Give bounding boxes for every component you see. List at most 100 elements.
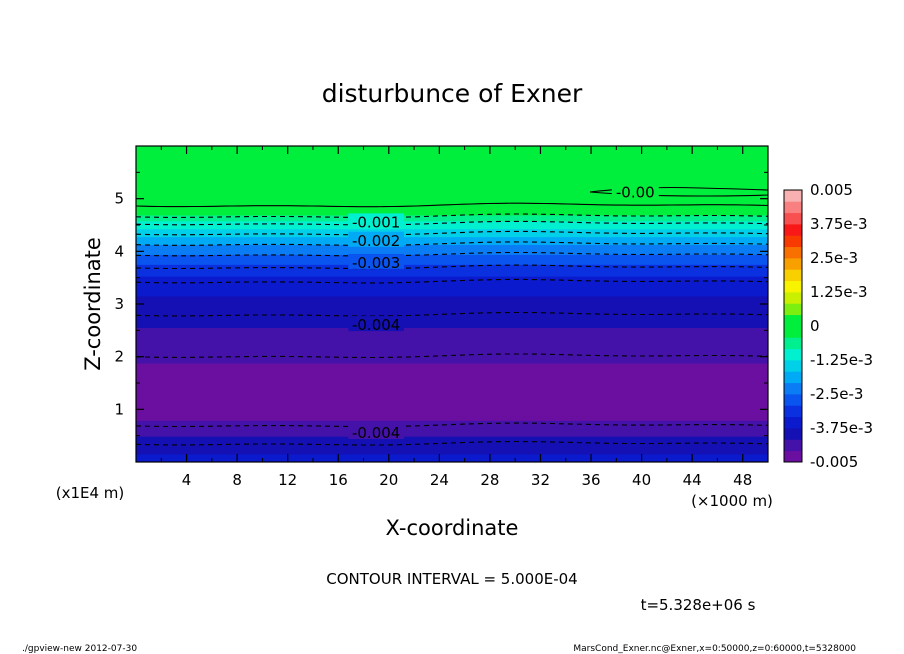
contour-line xyxy=(136,241,768,246)
contour-band xyxy=(136,153,768,157)
contour-band xyxy=(136,449,768,453)
contour-band xyxy=(136,341,768,344)
contour-band xyxy=(136,254,768,257)
contour-band xyxy=(136,274,768,277)
contour-band xyxy=(136,402,768,406)
plot-area xyxy=(136,146,768,462)
contour-lines xyxy=(136,186,768,446)
contour-band xyxy=(136,163,768,167)
contour-interval-note: CONTOUR INTERVAL = 5.000E-04 xyxy=(326,570,577,588)
contour-band xyxy=(136,228,768,232)
contour-band xyxy=(136,151,768,155)
contour-band xyxy=(136,169,768,172)
contour-band xyxy=(136,359,768,362)
contour-band xyxy=(136,345,768,348)
contour-band xyxy=(136,236,768,240)
contour-band xyxy=(136,149,768,153)
contour-band xyxy=(136,297,768,301)
contour-band xyxy=(136,380,768,384)
contour-band xyxy=(136,204,768,208)
contour-band xyxy=(136,287,768,291)
contour-line xyxy=(136,278,768,284)
y-tick-label: 4 xyxy=(114,242,124,260)
contour-band xyxy=(136,179,768,182)
contour-band xyxy=(136,333,768,336)
colorbar-segment xyxy=(784,212,802,225)
y-axis-title: Z-coordinate xyxy=(81,237,105,371)
contour-band xyxy=(136,167,768,170)
contour-band xyxy=(136,208,768,212)
x-tick-label: 28 xyxy=(480,471,499,489)
contour-band xyxy=(136,357,768,360)
contour-band xyxy=(136,339,768,342)
colorbar-segment xyxy=(784,450,802,463)
contour-label: -0.00 xyxy=(616,183,655,201)
colorbar-label: -2.5e-3 xyxy=(810,385,863,403)
contour-line xyxy=(136,353,768,359)
x-tick-label: 36 xyxy=(581,471,600,489)
contour-band xyxy=(136,422,768,425)
footer-right: MarsCond_Exner.nc@Exner,x=0:50000,z=0:60… xyxy=(573,644,856,654)
contour-band xyxy=(136,224,768,228)
contour-band xyxy=(136,455,768,459)
contour-label: -0.001 xyxy=(352,213,400,231)
contour-band xyxy=(136,396,768,400)
contour-band xyxy=(136,349,768,352)
contour-band xyxy=(136,295,768,299)
contour-band xyxy=(136,230,768,234)
contour-label-mask xyxy=(348,316,404,332)
contour-band xyxy=(136,210,768,214)
contour-band xyxy=(136,376,768,380)
contour-band xyxy=(136,234,768,238)
colorbar-segment xyxy=(784,235,802,248)
contour-band xyxy=(136,445,768,449)
contour-band xyxy=(136,238,768,242)
x-tick-label: 32 xyxy=(531,471,550,489)
contour-band xyxy=(136,428,768,431)
contour-band xyxy=(136,216,768,220)
contour-band xyxy=(136,173,768,176)
contour-line xyxy=(136,251,768,257)
colorbar-segment xyxy=(784,201,802,214)
contour-band xyxy=(136,351,768,354)
x-tick-label: 40 xyxy=(632,471,651,489)
contour-band xyxy=(136,438,768,441)
contour-band xyxy=(136,262,768,265)
x-tick-label: 44 xyxy=(683,471,702,489)
colorbar-segment xyxy=(784,348,802,361)
contour-band xyxy=(136,331,768,334)
x-tick-label: 24 xyxy=(430,471,449,489)
contour-band xyxy=(136,301,768,305)
contour-band xyxy=(136,386,768,390)
contour-band xyxy=(136,382,768,386)
contour-band xyxy=(136,443,768,447)
contour-label-mask xyxy=(348,231,404,247)
contour-band xyxy=(136,424,768,427)
colorbar-segment xyxy=(784,428,802,440)
contour-band xyxy=(136,197,768,200)
contour-band xyxy=(136,299,768,303)
contour-band xyxy=(136,185,768,188)
contour-band xyxy=(136,193,768,196)
contour-band xyxy=(136,264,768,267)
contour-band xyxy=(136,220,768,224)
contour-band xyxy=(136,364,768,368)
contour-band xyxy=(136,181,768,184)
contour-line xyxy=(136,202,768,208)
contour-band xyxy=(136,337,768,340)
contour-band xyxy=(136,291,768,295)
contour-line xyxy=(136,264,768,270)
contour-band xyxy=(136,327,768,330)
colorbar-label: 3.75e-3 xyxy=(810,215,868,233)
x-tick-label: 20 xyxy=(379,471,398,489)
colorbar-segment xyxy=(784,269,802,282)
colorbar-segment xyxy=(784,224,802,236)
contour-band xyxy=(136,248,768,251)
contour-band xyxy=(136,256,768,259)
contour-band xyxy=(136,272,768,275)
contour-band xyxy=(136,303,768,307)
contour-band xyxy=(136,321,768,325)
contour-band xyxy=(136,281,768,285)
y-tick-label: 2 xyxy=(114,348,124,366)
contour-band xyxy=(136,191,768,194)
